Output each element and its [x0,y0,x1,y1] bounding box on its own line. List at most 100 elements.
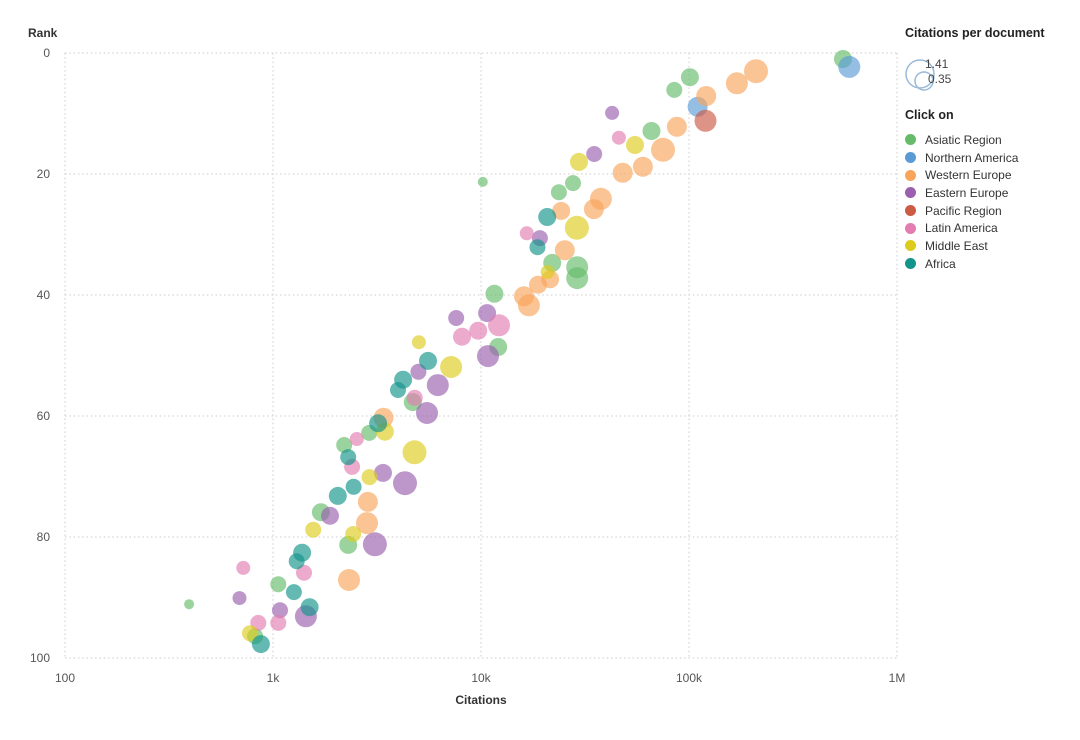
legend-item-eastern-europe[interactable]: Eastern Europe [905,184,1018,202]
bubble-africa[interactable] [419,351,437,370]
gridlines [64,52,898,659]
x-tick-label: 10k [471,671,491,685]
bubble-asiatic-region[interactable] [336,437,353,453]
bubble-asiatic-region[interactable] [550,184,567,201]
bubble-africa[interactable] [390,382,406,398]
bubble-eastern-europe[interactable] [448,310,465,326]
bubble-latin-america[interactable] [236,560,251,575]
bubble-western-europe[interactable] [529,275,547,294]
bubble-eastern-europe[interactable] [321,506,339,525]
bubble-middle-east[interactable] [345,526,362,542]
bubble-africa[interactable] [300,598,319,617]
bubble-latin-america[interactable] [519,226,534,241]
western-europe-swatch-icon [905,169,916,181]
bubble-middle-east[interactable] [305,521,322,538]
bubble-western-europe[interactable] [612,162,633,183]
bubble-middle-east[interactable] [540,265,555,279]
bubble-western-europe[interactable] [583,199,604,220]
legend-item-label: Northern America [925,150,1019,165]
bubble-eastern-europe[interactable] [393,471,417,496]
bubble-middle-east[interactable] [564,215,589,240]
bubble-latin-america[interactable] [488,314,510,337]
region-legend-title: Click on [905,108,954,122]
bubble-western-europe[interactable] [725,72,748,95]
bubble-africa[interactable] [328,486,347,505]
bubble-eastern-europe[interactable] [416,402,438,424]
bubble-western-europe[interactable] [666,116,687,137]
bubble-eastern-europe[interactable] [272,602,288,619]
legend-item-label: Western Europe [925,168,1012,183]
legend-item-western-europe[interactable]: Western Europe [905,166,1018,184]
bubble-asiatic-region[interactable] [485,284,504,303]
bubble-middle-east[interactable] [626,136,644,154]
bubble-northern-america[interactable] [838,55,861,78]
bubble-western-europe[interactable] [517,294,540,317]
bubble-latin-america[interactable] [349,432,364,446]
y-axis-tick-labels: 0 20 40 60 80 100 [30,46,50,665]
bubble-africa[interactable] [538,208,557,226]
bubble-pacific-region[interactable] [694,109,717,132]
bubble-asiatic-region[interactable] [566,267,589,290]
bubble-eastern-europe[interactable] [374,463,392,482]
bubble-asiatic-region[interactable] [270,576,287,593]
x-tick-label: 1k [267,671,281,685]
y-tick-label: 60 [37,409,51,423]
bubble-eastern-europe[interactable] [426,374,449,397]
bubble-middle-east[interactable] [402,440,427,465]
y-tick-label: 40 [37,288,51,302]
legend-item-africa[interactable]: Africa [905,255,1018,273]
bubble-africa[interactable] [529,239,546,256]
bubble-western-europe[interactable] [357,491,378,512]
bubble-western-europe[interactable] [651,137,675,162]
northern-america-swatch-icon [905,152,916,164]
bubble-africa[interactable] [285,584,302,601]
bubble-latin-america[interactable] [453,327,471,346]
legend-item-latin-america[interactable]: Latin America [905,219,1018,237]
bubble-eastern-europe[interactable] [586,146,603,162]
legend-item-pacific-region[interactable]: Pacific Region [905,202,1018,220]
legend-item-label: Asiatic Region [925,132,1002,147]
bubble-latin-america[interactable] [296,564,312,581]
bubble-africa[interactable] [288,553,305,570]
bubble-latin-america[interactable] [406,389,423,406]
legend-item-middle-east[interactable]: Middle East [905,237,1018,255]
bubble-africa[interactable] [251,635,270,654]
bubble-middle-east[interactable] [440,356,463,378]
bubble-eastern-europe[interactable] [477,345,499,368]
bubble-western-europe[interactable] [552,201,571,220]
x-axis-tick-labels: 100 1k 10k 100k 1M [55,671,905,685]
bubble-eastern-europe[interactable] [362,532,387,557]
bubble-latin-america[interactable] [611,130,626,145]
bubble-asiatic-region[interactable] [565,175,581,192]
bubble-asiatic-region[interactable] [642,122,661,140]
bubble-africa[interactable] [345,478,362,495]
bubble-western-europe[interactable] [356,512,378,535]
legend-item-label: Africa [925,256,956,271]
bubble-western-europe[interactable] [632,156,653,177]
size-legend-circle-small [914,71,934,91]
bubble-middle-east[interactable] [242,625,258,642]
bubble-middle-east[interactable] [570,152,588,171]
size-legend-max-label: 1.41 [925,57,949,71]
bubble-eastern-europe[interactable] [605,105,620,120]
bubble-asiatic-region[interactable] [666,81,683,98]
bubble-africa[interactable] [369,414,388,433]
bubble-middle-east[interactable] [361,469,378,486]
bubble-western-europe[interactable] [696,86,717,106]
bubble-africa[interactable] [340,449,357,466]
bubble-middle-east[interactable] [411,335,426,350]
bubble-western-europe[interactable] [338,569,360,591]
bubble-western-europe[interactable] [744,59,768,84]
legend-item-asiatic-region[interactable]: Asiatic Region [905,131,1018,149]
bubble-eastern-europe[interactable] [232,591,247,606]
bubble-asiatic-region[interactable] [680,68,699,87]
legend-item-northern-america[interactable]: Northern America [905,149,1018,167]
bubble-latin-america[interactable] [270,614,287,631]
bubble-western-europe[interactable] [554,240,575,261]
bubble-asiatic-region[interactable] [477,176,488,187]
legend-item-label: Eastern Europe [925,185,1009,200]
africa-swatch-icon [905,258,916,270]
bubble-asiatic-region[interactable] [184,599,195,610]
bubble-latin-america[interactable] [469,321,488,340]
